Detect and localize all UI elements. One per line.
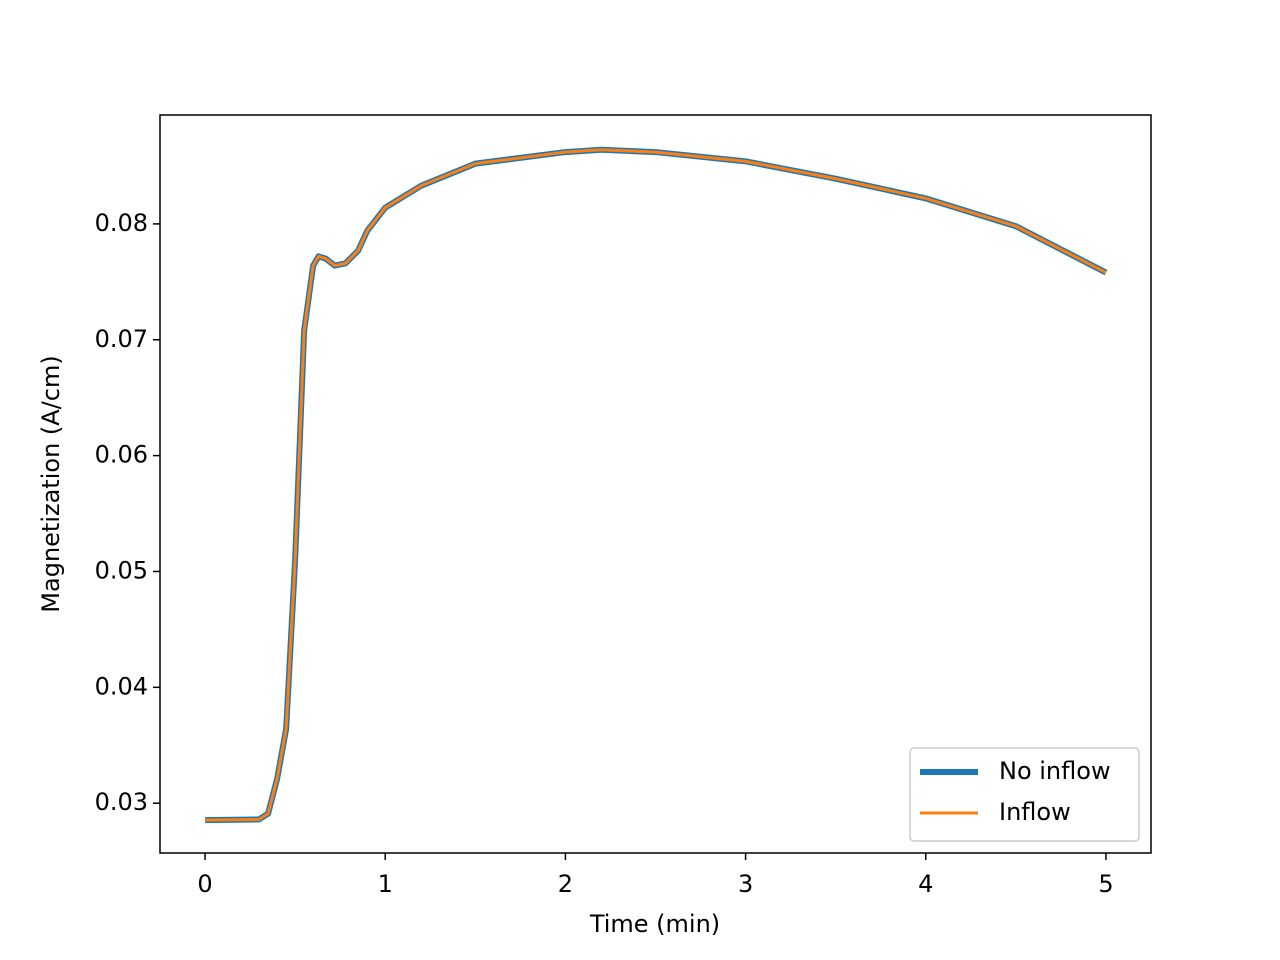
plot-frame	[159, 114, 1152, 854]
x-tick-label: 1	[378, 870, 393, 898]
y-tick-label: 0.07	[95, 325, 148, 353]
x-tick-label: 4	[918, 870, 933, 898]
y-axis-label: Magnetization (A/cm)	[37, 355, 65, 612]
y-tick-label: 0.08	[95, 209, 148, 237]
x-tick-label: 2	[558, 870, 573, 898]
x-tick-label: 3	[738, 870, 753, 898]
legend-label: Inflow	[999, 798, 1071, 826]
x-tick-label: 0	[197, 870, 212, 898]
y-tick-label: 0.04	[95, 672, 148, 700]
legend-label: No inflow	[999, 757, 1111, 785]
line-series	[205, 148, 1107, 822]
x-tick-label: 5	[1098, 870, 1113, 898]
x-axis-label: Time (min)	[589, 910, 720, 938]
y-tick-label: 0.06	[95, 441, 148, 469]
y-tick-label: 0.03	[95, 788, 148, 816]
y-tick-label: 0.05	[95, 556, 148, 584]
